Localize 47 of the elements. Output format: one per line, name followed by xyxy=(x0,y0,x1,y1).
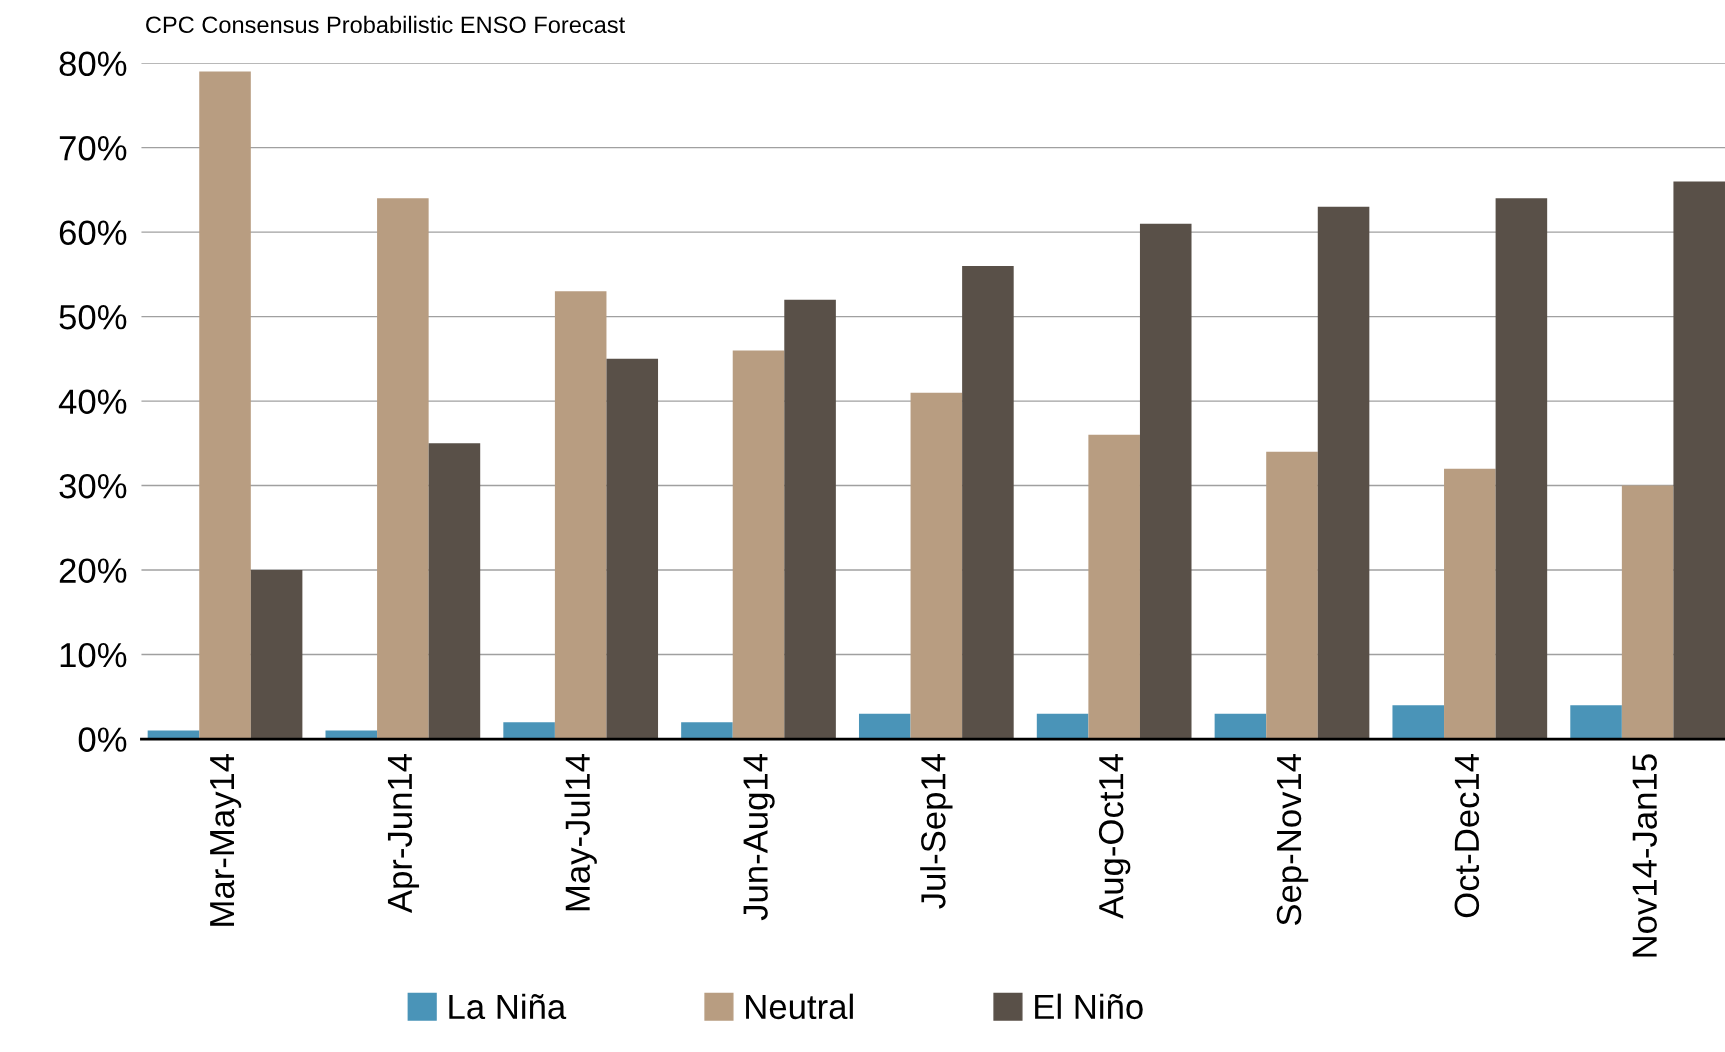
x-tick-label: Jul-Sep14 xyxy=(920,753,953,909)
bar xyxy=(1214,713,1267,740)
y-tick-label: 70% xyxy=(59,135,127,161)
y-tick-label: 80% xyxy=(59,51,127,77)
bar xyxy=(1317,206,1370,740)
bar xyxy=(1621,485,1674,740)
bar xyxy=(503,722,555,740)
y-tick-label: 40% xyxy=(58,389,127,414)
bar xyxy=(554,291,607,740)
chart-title: CPC Consensus Probabilistic ENSO Forecast xyxy=(146,15,625,34)
bar xyxy=(910,392,963,740)
y-tick-label: 30% xyxy=(59,473,127,499)
x-tick-label: Sep-Nov14 xyxy=(1276,753,1309,926)
bar xyxy=(732,350,785,740)
legend-label: El Niño xyxy=(1035,993,1143,1020)
bar xyxy=(784,299,836,740)
bar xyxy=(1139,223,1192,740)
bar xyxy=(606,358,659,740)
bar xyxy=(1570,705,1622,740)
y-tick-label: 10% xyxy=(60,642,127,668)
bar xyxy=(1036,713,1089,740)
bar xyxy=(1392,705,1445,740)
bar xyxy=(1495,198,1548,740)
legend-label: Neutral xyxy=(746,993,853,1020)
x-tick-label: Nov14-Jan15 xyxy=(1632,754,1657,957)
x-tick-label: Apr-Jun14 xyxy=(387,753,420,914)
bar xyxy=(199,71,251,740)
y-tick-label: 20% xyxy=(59,558,127,583)
bar xyxy=(1088,434,1140,740)
bar xyxy=(1673,181,1725,740)
y-tick-label: 0% xyxy=(78,727,127,752)
x-tick-label: Oct-Dec14 xyxy=(1454,753,1480,918)
x-tick-label: Jun-Aug14 xyxy=(743,753,775,921)
x-tick-label: Mar-May14 xyxy=(210,753,242,926)
bar xyxy=(681,722,733,740)
bar xyxy=(1266,451,1318,740)
bar xyxy=(962,265,1014,740)
legend-label: La Niña xyxy=(449,993,567,1020)
bar xyxy=(858,713,911,740)
bar xyxy=(428,443,481,740)
y-tick-label: 50% xyxy=(59,304,127,330)
bar xyxy=(250,570,303,740)
y-tick-label: 60% xyxy=(59,220,127,246)
x-tick-label: Aug-Oct14 xyxy=(1098,753,1131,919)
x-tick-label: May-Jul14 xyxy=(564,753,597,911)
bar xyxy=(1444,468,1496,740)
bar xyxy=(377,198,429,740)
